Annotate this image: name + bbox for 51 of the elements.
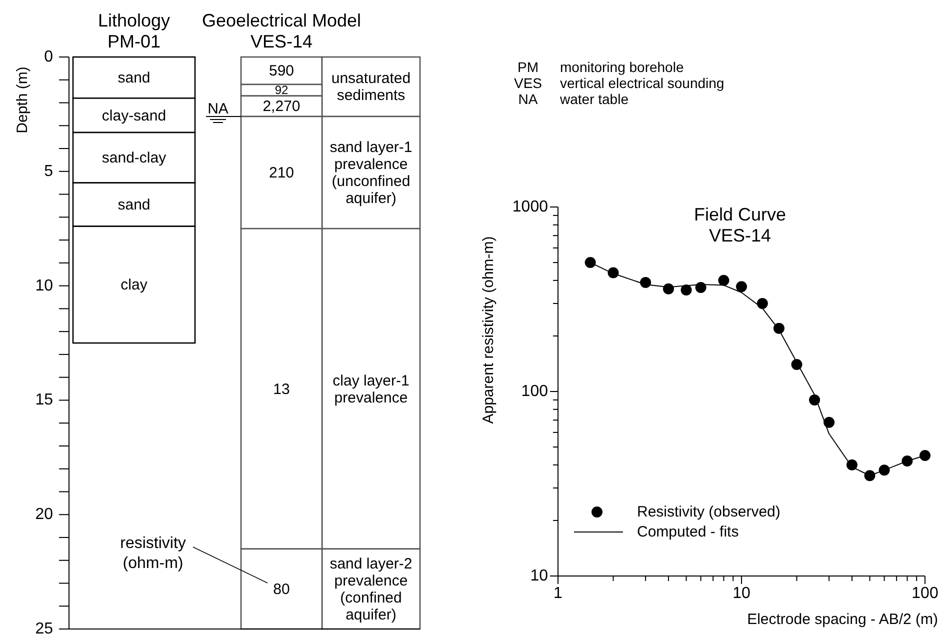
data-label: clay layer-1 prevalence [332,372,410,406]
y-tick-label: 10 [530,568,548,584]
annotation: 80 [273,580,290,598]
point [864,470,876,482]
point [920,450,930,461]
data-label: sand [118,69,150,86]
y-tick-label: 10 [35,277,54,294]
point [680,284,692,296]
data-label: sand [118,196,150,214]
text: NA water table [518,91,628,107]
text: PM monitoring borehole [518,59,684,75]
point [662,283,674,294]
annotation: 92 [274,83,288,98]
y-tick-label: 1000 [512,198,548,216]
x-tick-label: Lithology PM-01 [98,10,170,52]
x-tick-label: 100 [912,585,938,602]
point [902,456,913,466]
y-tick-label: 25 [35,620,54,637]
data-label: sand layer-2 prevalence (confined aquifer) [330,554,412,623]
y-tick-label: 15 [35,392,54,409]
point [791,359,802,370]
annotation: 13 [273,380,290,398]
data-label: sand-clay [102,149,167,166]
x-tick-label: 10 [732,585,750,602]
point [846,459,858,470]
legend-label: Resistivity (observed) [637,504,780,520]
data-label: clay [120,276,148,294]
y-tick-label: 0 [44,48,54,66]
chart-title: Field Curve VES-14 [694,204,786,246]
data-label: clay-sand [102,106,166,124]
y-tick-label: 20 [35,506,54,524]
data-label: unsaturated sediments [331,70,411,104]
x-tick-label: Geoelectrical Model VES-14 [202,10,362,52]
x-tick-label: 1 [554,585,563,602]
legend-label: Computed - fits [637,524,739,540]
text: VES vertical electrical sounding [514,75,724,91]
y-tick-label: 5 [44,162,54,180]
y-axis-title: Apparent resistivity (ohm-m) [480,236,496,424]
ref-line-label: NA [208,100,228,118]
point [809,394,820,406]
annotation: 590 [268,62,294,80]
annotation: 210 [268,164,294,182]
x-axis-title: Electrode spacing - AB/2 (m) [747,611,938,628]
data-label: sand layer-1 prevalence (unconfined aquifer) [330,138,412,207]
annotation: 2,270 [262,98,300,115]
y-tick-label: 100 [521,383,548,400]
point [773,322,784,334]
annotation: resistivity (ohm-m) [120,534,186,572]
y-axis-title: Depth (m) [14,66,30,134]
point [718,274,730,286]
point [736,281,747,292]
